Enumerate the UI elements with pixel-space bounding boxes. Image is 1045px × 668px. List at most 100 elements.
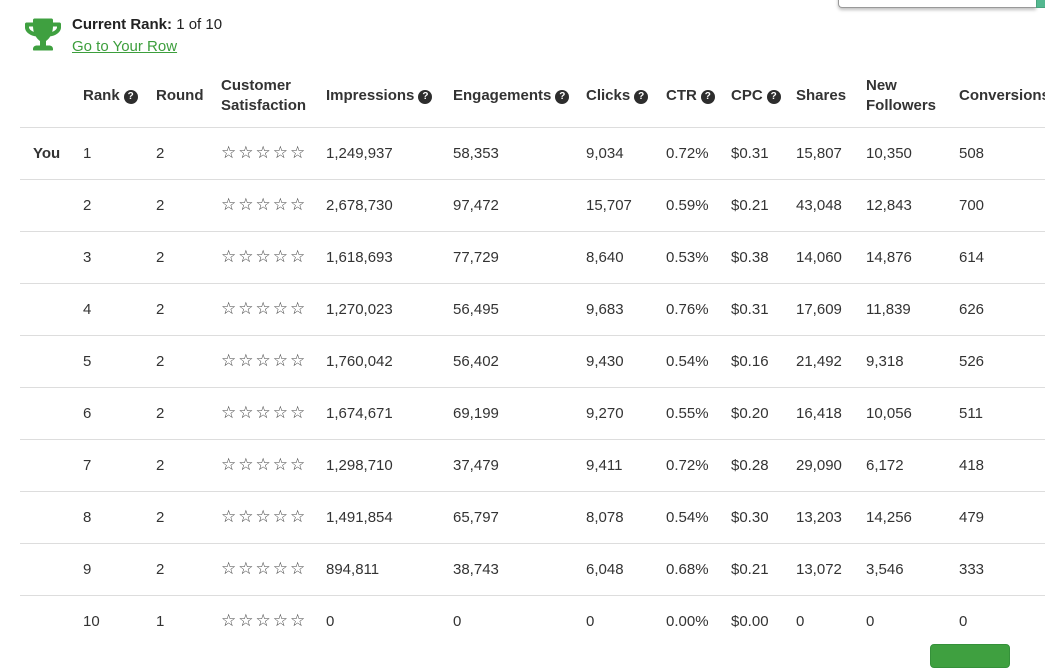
cell-new-followers: 3,546 — [858, 542, 951, 595]
cell-conversions: 626 — [951, 282, 1045, 335]
column-header: CPC? — [723, 65, 788, 128]
column-header-label: CPC — [731, 86, 763, 104]
column-header-label: Round — [156, 86, 204, 104]
cell-rank: 6 — [75, 386, 148, 439]
cell-rank: 3 — [75, 230, 148, 283]
table-row: 5 2 ☆☆☆☆☆ 1,760,042 56,402 9,430 0.54% $… — [20, 334, 1045, 387]
cell-you-label — [20, 594, 75, 647]
column-header-label: Shares — [796, 86, 847, 104]
cell-you-label — [20, 178, 75, 231]
search-submit-button[interactable] — [1036, 0, 1045, 8]
cell-ctr: 0.53% — [658, 230, 723, 283]
cell-engagements: 0 — [445, 594, 578, 647]
cell-cpc: $0.38 — [723, 230, 788, 283]
cell-clicks: 9,683 — [578, 282, 658, 335]
cell-clicks: 9,430 — [578, 334, 658, 387]
cell-clicks: 6,048 — [578, 542, 658, 595]
cell-you-label: You — [33, 144, 61, 162]
cell-satisfaction-stars: ☆☆☆☆☆ — [213, 178, 318, 231]
cell-engagements: 69,199 — [445, 386, 578, 439]
cell-you-label — [20, 334, 75, 387]
cell-shares: 43,048 — [788, 178, 858, 231]
cell-engagements: 77,729 — [445, 230, 578, 283]
table-row: 8 2 ☆☆☆☆☆ 1,491,854 65,797 8,078 0.54% $… — [20, 490, 1045, 543]
cell-conversions: 479 — [951, 490, 1045, 543]
cell-rank: 2 — [75, 178, 148, 231]
cell-clicks: 9,034 — [586, 144, 624, 162]
cell-you-label — [20, 542, 75, 595]
help-icon[interactable]: ? — [123, 89, 138, 104]
table-row: 4 2 ☆☆☆☆☆ 1,270,023 56,495 9,683 0.76% $… — [20, 282, 1045, 335]
cell-rank: 8 — [75, 490, 148, 543]
help-icon[interactable]: ? — [418, 89, 433, 104]
cell-cpc: $0.00 — [723, 594, 788, 647]
table-row: You 1 2 ☆☆☆☆☆ 1,249,937 58,353 9,034 0.7… — [20, 127, 1045, 179]
cell-you-label — [20, 282, 75, 335]
column-header: Round — [148, 65, 213, 128]
help-icon[interactable]: ? — [555, 89, 570, 104]
cell-impressions: 1,270,023 — [318, 282, 445, 335]
cell-clicks: 15,707 — [578, 178, 658, 231]
cell-conversions: 508 — [959, 144, 985, 162]
cell-new-followers: 11,839 — [858, 282, 951, 335]
cell-conversions: 526 — [951, 334, 1045, 387]
cell-shares: 14,060 — [788, 230, 858, 283]
cell-shares: 13,072 — [788, 542, 858, 595]
cell-satisfaction-stars: ☆☆☆☆☆ — [213, 490, 318, 543]
cell-satisfaction-stars: ☆☆☆☆☆ — [213, 282, 318, 335]
leaderboard-table-wrap: Rank? Round Customer Satisfaction Impres… — [20, 65, 1045, 647]
cell-new-followers: 14,256 — [858, 490, 951, 543]
current-rank-line: Current Rank: 1 of 10 — [72, 15, 222, 34]
column-header-label: Conversions — [959, 86, 1045, 104]
help-icon[interactable]: ? — [700, 89, 715, 104]
column-header: Customer Satisfaction — [213, 65, 318, 128]
cell-ctr: 0.59% — [658, 178, 723, 231]
table-body: You 1 2 ☆☆☆☆☆ 1,249,937 58,353 9,034 0.7… — [20, 127, 1045, 647]
cell-cpc: $0.30 — [723, 490, 788, 543]
cell-engagements: 56,495 — [445, 282, 578, 335]
trophy-icon — [25, 18, 61, 51]
go-to-your-row-link[interactable]: Go to Your Row — [72, 38, 178, 55]
cell-round: 2 — [148, 542, 213, 595]
bottom-action-button[interactable] — [930, 644, 1010, 668]
column-header-label: Impressions — [326, 86, 415, 104]
cell-satisfaction-stars: ☆☆☆☆☆ — [213, 230, 318, 283]
search-input[interactable] — [838, 0, 1036, 8]
cell-round: 2 — [148, 334, 213, 387]
cell-you-label — [20, 386, 75, 439]
cell-shares: 21,492 — [788, 334, 858, 387]
cell-conversions: 700 — [951, 178, 1045, 231]
cell-shares: 0 — [788, 594, 858, 647]
column-header-label: Engagements — [453, 86, 552, 104]
cell-cpc: $0.31 — [731, 144, 769, 162]
table-row: 10 1 ☆☆☆☆☆ 0 0 0 0.00% $0.00 0 0 0 — [20, 594, 1045, 647]
header-cell-you — [20, 65, 75, 128]
column-header: Engagements? — [445, 65, 578, 128]
cell-rank: 9 — [75, 542, 148, 595]
cell-satisfaction-stars: ☆☆☆☆☆ — [213, 594, 318, 647]
cell-satisfaction-stars: ☆☆☆☆☆ — [213, 386, 318, 439]
cell-round: 2 — [148, 386, 213, 439]
column-header-label: Rank — [83, 86, 120, 104]
cell-round: 1 — [148, 594, 213, 647]
current-rank-value: 1 of 10 — [176, 16, 223, 33]
cell-satisfaction-stars: ☆☆☆☆☆ — [213, 542, 318, 595]
cell-engagements: 65,797 — [445, 490, 578, 543]
cell-cpc: $0.20 — [723, 386, 788, 439]
cell-you-label — [20, 230, 75, 283]
cell-round: 2 — [148, 438, 213, 491]
cell-cpc: $0.31 — [723, 282, 788, 335]
cell-impressions: 1,491,854 — [318, 490, 445, 543]
cell-rank: 5 — [75, 334, 148, 387]
help-icon[interactable]: ? — [634, 89, 649, 104]
header-row: Rank? Round Customer Satisfaction Impres… — [20, 65, 1045, 128]
help-icon[interactable]: ? — [766, 89, 781, 104]
cell-satisfaction-stars: ☆☆☆☆☆ — [221, 143, 308, 162]
cell-conversions: 418 — [951, 438, 1045, 491]
column-header: Rank? — [75, 65, 148, 128]
cell-clicks: 9,411 — [578, 438, 658, 491]
cell-clicks: 8,078 — [578, 490, 658, 543]
cell-engagements: 97,472 — [445, 178, 578, 231]
leaderboard-table: Rank? Round Customer Satisfaction Impres… — [20, 65, 1045, 647]
cell-impressions: 2,678,730 — [318, 178, 445, 231]
